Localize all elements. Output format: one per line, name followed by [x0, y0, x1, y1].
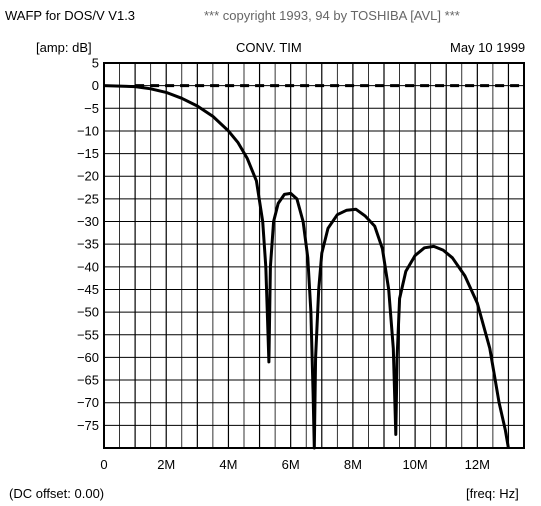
y-tick-label: −5: [84, 101, 99, 116]
series-lines: [103, 84, 524, 450]
frequency-unit-label: [freq: Hz]: [466, 486, 519, 501]
x-tick-label: 0: [100, 457, 107, 472]
y-tick-label: −70: [77, 395, 99, 410]
x-tick-label: 4M: [219, 457, 237, 472]
y-tick-label: −10: [77, 123, 99, 138]
response-curve: [103, 84, 510, 450]
y-tick-label: 0: [92, 78, 99, 93]
y-tick-label: −55: [77, 327, 99, 342]
y-tick-label: −50: [77, 305, 99, 320]
x-tick-label: 12M: [465, 457, 490, 472]
y-tick-label: −60: [77, 350, 99, 365]
y-tick-label: −35: [77, 237, 99, 252]
x-tick-label: 2M: [157, 457, 175, 472]
y-tick-label: −30: [77, 214, 99, 229]
x-tick-label: 10M: [402, 457, 427, 472]
y-tick-label: −25: [77, 191, 99, 206]
y-tick-label: 5: [92, 56, 99, 71]
y-tick-label: −65: [77, 373, 99, 388]
x-axis-ticks: 0 2M 4M 6M 8M 10M 12M: [100, 457, 490, 472]
date-label: May 10 1999: [450, 40, 526, 55]
y-axis-ticks: 5 0 −5 −10 −15 −20 −25 −30 −35 −40 −45 −50 −55 −60 −65…: [77, 56, 99, 433]
amplitude-unit-label: [amp: dB]: [36, 40, 92, 55]
x-tick-label: 8M: [344, 457, 362, 472]
dc-offset-label: (DC offset: 0.00): [9, 486, 105, 501]
y-tick-label: −40: [77, 259, 99, 274]
y-tick-label: −75: [77, 418, 99, 433]
y-tick-label: −15: [77, 146, 99, 161]
chart-title: CONV. TIM: [236, 40, 302, 55]
plot-frame: [103, 62, 525, 449]
program-title: WAFP for DOS/V V1.3: [5, 8, 136, 23]
y-tick-label: −45: [77, 282, 99, 297]
copyright-notice: *** copyright 1993, 94 by TOSHIBA [AVL] …: [204, 8, 460, 23]
y-tick-label: −20: [77, 169, 99, 184]
x-tick-label: 6M: [282, 457, 300, 472]
